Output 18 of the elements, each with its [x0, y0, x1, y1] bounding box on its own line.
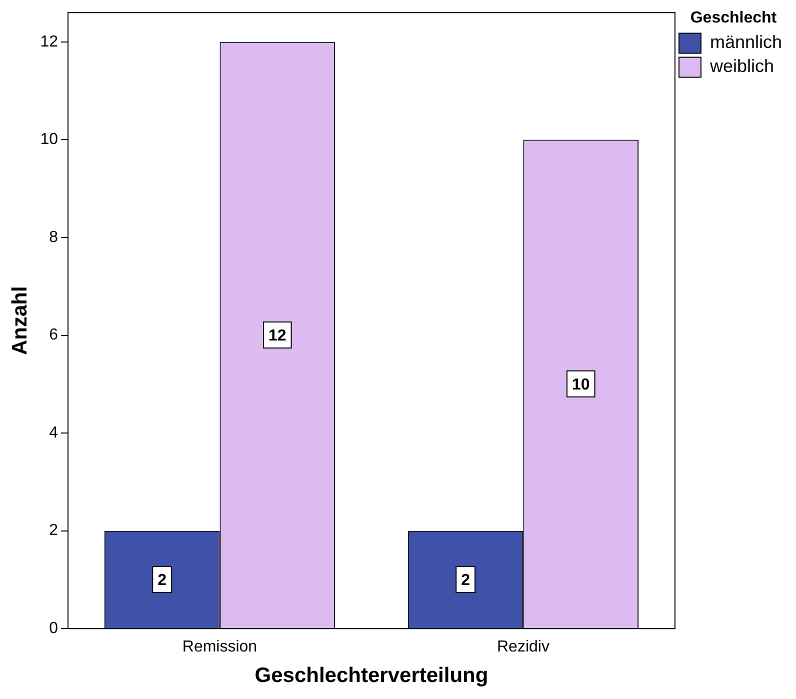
data-label: 12: [268, 327, 286, 344]
x-tick-label: Rezidiv: [496, 638, 550, 656]
data-label: 2: [461, 572, 470, 589]
legend-label: weiblich: [708, 56, 774, 76]
y-tick-label: 2: [49, 522, 58, 540]
y-tick-label: 0: [49, 620, 58, 638]
data-label: 2: [158, 572, 167, 589]
data-label: 10: [572, 376, 590, 394]
y-tick-label: 12: [40, 33, 58, 50]
x-tick-label: Remission: [182, 638, 258, 656]
legend-title: Geschlecht: [690, 9, 778, 26]
y-tick-label: 6: [49, 326, 58, 344]
y-tick-label: 10: [40, 131, 58, 148]
y-axis-title: Anzahl: [8, 286, 32, 356]
x-axis-title: Geschlechterverteilung: [254, 664, 488, 688]
y-tick-label: 4: [49, 424, 58, 442]
y-tick-label: 8: [49, 228, 58, 246]
legend-label: männlich: [710, 32, 782, 52]
